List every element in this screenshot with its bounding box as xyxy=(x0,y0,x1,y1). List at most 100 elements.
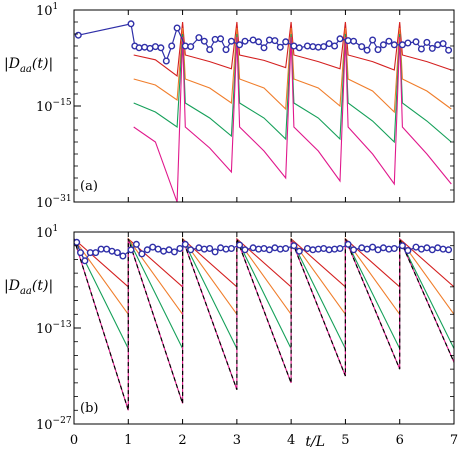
y-tick-label: 10−15 xyxy=(36,98,72,115)
marker-point xyxy=(249,244,257,252)
marker-point xyxy=(325,246,333,254)
marker-point xyxy=(157,44,165,52)
marker-point xyxy=(206,46,214,54)
marker-point xyxy=(271,244,279,252)
marker-point xyxy=(113,249,121,257)
x-axis-label: t/L xyxy=(305,434,325,450)
marker-point xyxy=(211,35,219,43)
marker-point xyxy=(187,246,195,254)
marker-point xyxy=(398,41,406,49)
marker-point xyxy=(200,37,208,45)
y-tick-label: 101 xyxy=(36,224,58,241)
marker-point xyxy=(290,242,298,250)
marker-point xyxy=(417,45,425,53)
marker-point xyxy=(412,38,420,46)
marker-point xyxy=(404,246,412,254)
marker-point xyxy=(135,44,143,52)
marker-point xyxy=(423,38,431,46)
marker-point xyxy=(385,37,393,45)
y-axis-label: |Daa(t)| xyxy=(4,278,53,297)
marker-point xyxy=(336,244,344,252)
marker-point xyxy=(151,43,159,51)
marker-point xyxy=(154,245,162,253)
marker-point xyxy=(282,244,290,252)
panel-b: 0 1 2 3 4 5 6 7 101 10−13 10−27 |Daa(t)| (b) t/L xyxy=(4,224,458,450)
marker-point xyxy=(132,240,140,248)
marker-point xyxy=(417,245,425,253)
marker-point xyxy=(309,246,317,254)
marker-point xyxy=(363,46,371,54)
plot-area xyxy=(74,20,453,202)
marker-point xyxy=(143,246,151,254)
marker-point xyxy=(260,244,268,252)
marker-point xyxy=(344,240,352,248)
marker-point xyxy=(439,40,447,48)
marker-point xyxy=(227,244,235,252)
marker-point xyxy=(195,34,203,42)
marker-point xyxy=(358,43,366,51)
y-tick-label: 101 xyxy=(36,2,58,19)
marker-point xyxy=(379,244,387,252)
marker-point xyxy=(320,244,328,252)
marker-point xyxy=(81,257,89,265)
marker-point xyxy=(176,244,184,252)
marker-point xyxy=(74,31,82,39)
y-axis-label: |Daa(t)| xyxy=(4,56,53,75)
marker-point xyxy=(249,36,257,44)
marker-point xyxy=(434,244,442,252)
marker-point xyxy=(276,43,284,51)
series-line-4 xyxy=(133,36,452,202)
marker-point xyxy=(222,46,230,54)
marker-point xyxy=(187,43,195,51)
marker-point xyxy=(74,238,81,246)
marker-point xyxy=(236,41,244,49)
marker-point xyxy=(390,244,398,252)
marker-point xyxy=(303,42,311,50)
panel-label: (b) xyxy=(80,401,98,416)
marker-point xyxy=(162,57,170,65)
marker-point xyxy=(260,44,268,52)
marker-point xyxy=(369,243,377,251)
marker-point xyxy=(217,35,225,43)
series-line-2 xyxy=(133,27,452,114)
marker-point xyxy=(358,244,366,252)
marker-point xyxy=(445,246,453,254)
marker-point xyxy=(206,244,214,252)
x-tick-label: 7 xyxy=(450,433,458,448)
marker-point xyxy=(265,36,273,44)
marker-point xyxy=(398,242,406,250)
marker-point xyxy=(374,46,382,54)
marker-point xyxy=(138,250,146,258)
panel-label: (a) xyxy=(80,179,98,194)
marker-point xyxy=(127,246,135,254)
marker-point xyxy=(331,42,339,50)
marker-point xyxy=(404,39,412,47)
marker-point xyxy=(255,38,263,46)
marker-point xyxy=(170,248,178,256)
marker-point xyxy=(92,249,100,257)
x-tick-label: 6 xyxy=(396,433,404,448)
marker-point xyxy=(428,44,436,52)
marker-point xyxy=(379,41,387,49)
marker-point xyxy=(141,43,149,51)
y-tick-label: 10−31 xyxy=(36,194,72,211)
panel-a: 101 10−15 10−31 |Daa(t)| (a) xyxy=(4,2,455,211)
marker-point xyxy=(350,37,358,45)
marker-point xyxy=(236,241,244,249)
marker-point xyxy=(217,244,225,252)
marker-point xyxy=(173,24,181,32)
marker-point xyxy=(445,46,453,54)
series-line-4 xyxy=(74,238,454,411)
marker-point xyxy=(363,245,371,253)
marker-point xyxy=(434,41,442,49)
marker-point xyxy=(390,41,398,49)
marker-point xyxy=(195,244,203,252)
marker-point xyxy=(119,252,127,260)
plot-area xyxy=(74,237,454,411)
x-tick-label: 3 xyxy=(233,433,241,448)
x-tick-label: 4 xyxy=(287,433,295,448)
marker-point xyxy=(369,36,377,44)
marker-point xyxy=(241,246,249,254)
series-line-3 xyxy=(74,238,454,349)
